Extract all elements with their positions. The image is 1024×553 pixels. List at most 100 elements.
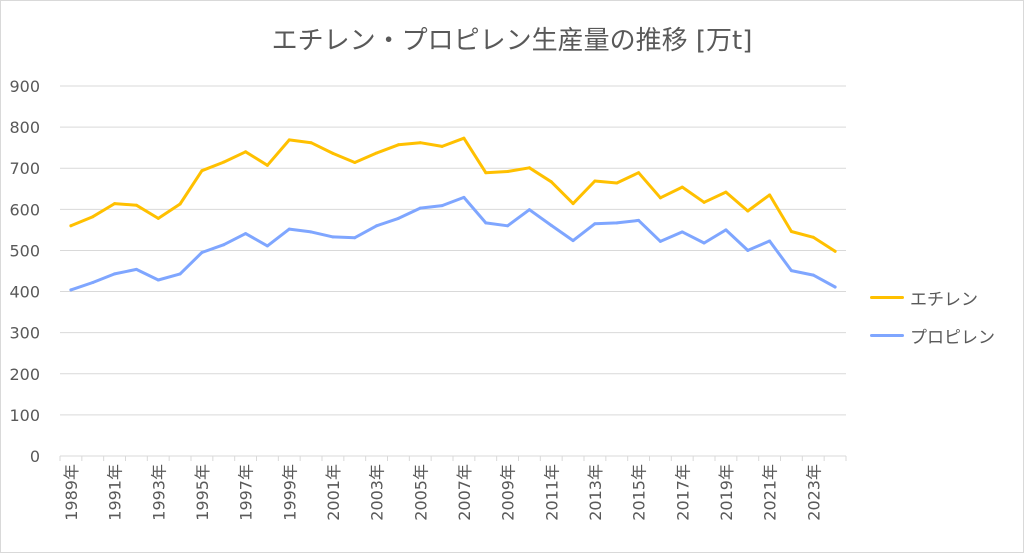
y-tick-label: 500 <box>9 241 40 260</box>
data-point <box>462 195 466 199</box>
data-point <box>375 151 379 155</box>
data-point <box>156 278 160 282</box>
data-point <box>484 171 488 175</box>
data-point <box>244 150 248 154</box>
data-point <box>724 228 728 232</box>
data-point <box>593 179 597 183</box>
data-point <box>396 216 400 220</box>
data-point <box>658 196 662 200</box>
data-point <box>396 143 400 147</box>
y-tick-label: 900 <box>9 77 40 96</box>
data-point <box>658 239 662 243</box>
data-point <box>287 227 291 231</box>
data-point <box>702 200 706 204</box>
x-tick-label: 2023年 <box>804 464 823 521</box>
x-tick-label: 1991年 <box>106 464 125 521</box>
data-point <box>156 216 160 220</box>
y-tick-label: 100 <box>9 406 40 425</box>
data-point <box>702 241 706 245</box>
data-point <box>418 206 422 210</box>
x-tick-label: 1999年 <box>280 464 299 521</box>
data-point <box>833 249 837 253</box>
data-point <box>549 223 553 227</box>
data-point <box>134 203 138 207</box>
data-point <box>462 136 466 140</box>
x-tick-label: 2009年 <box>499 464 518 521</box>
x-tick-label: 2001年 <box>324 464 343 521</box>
data-point <box>615 221 619 225</box>
x-tick-label: 1997年 <box>237 464 256 521</box>
x-tick-label: 2005年 <box>411 464 430 521</box>
data-point <box>222 243 226 247</box>
data-point <box>549 180 553 184</box>
data-point <box>768 193 772 197</box>
y-tick-label: 200 <box>9 365 40 384</box>
data-point <box>134 267 138 271</box>
data-point <box>527 208 531 212</box>
data-point <box>724 190 728 194</box>
data-point <box>309 230 313 234</box>
data-point <box>265 244 269 248</box>
data-point <box>506 170 510 174</box>
data-point <box>178 202 182 206</box>
x-tick-label: 2017年 <box>673 464 692 521</box>
data-point <box>571 202 575 206</box>
legend-item-ethylene: エチレン <box>870 278 995 316</box>
data-point <box>768 239 772 243</box>
data-point <box>375 224 379 228</box>
data-point <box>484 221 488 225</box>
y-tick-label: 700 <box>9 159 40 178</box>
data-point <box>440 144 444 148</box>
x-tick-label: 2013年 <box>586 464 605 521</box>
data-point <box>353 236 357 240</box>
legend-label-propylene: プロピレン <box>910 327 995 348</box>
x-tick-label: 1989年 <box>62 464 81 521</box>
data-point <box>222 160 226 164</box>
data-point <box>91 281 95 285</box>
y-tick-label: 600 <box>9 200 40 219</box>
data-point <box>571 239 575 243</box>
y-tick-label: 800 <box>9 118 40 137</box>
data-point <box>680 185 684 189</box>
x-tick-label: 2015年 <box>630 464 649 521</box>
legend: エチレン プロピレン <box>870 278 995 354</box>
data-point <box>200 251 204 254</box>
data-point <box>353 160 357 164</box>
x-tick-label: 1995年 <box>193 464 212 521</box>
data-point <box>593 222 597 226</box>
data-point <box>331 235 335 239</box>
series-line-ethylene <box>69 136 837 253</box>
legend-label-ethylene: エチレン <box>910 289 978 310</box>
data-point <box>746 248 750 252</box>
data-point <box>69 224 73 228</box>
y-tick-label: 400 <box>9 283 40 302</box>
legend-swatch-ethylene <box>870 295 904 299</box>
data-point <box>527 166 531 170</box>
legend-item-propylene: プロピレン <box>870 316 995 354</box>
y-tick-label: 0 <box>30 447 40 466</box>
data-point <box>113 272 117 276</box>
data-point <box>244 232 248 236</box>
data-point <box>506 224 510 228</box>
data-point <box>69 288 73 292</box>
data-point <box>418 141 422 145</box>
y-tick-label: 300 <box>9 324 40 343</box>
data-point <box>91 215 95 219</box>
data-point <box>265 163 269 167</box>
data-point <box>833 285 837 289</box>
legend-swatch-propylene <box>870 333 904 337</box>
data-point <box>309 141 313 145</box>
x-tick-label: 2019年 <box>717 464 736 521</box>
series-line-propylene <box>69 195 837 292</box>
data-point <box>637 218 641 222</box>
x-tick-label: 2011年 <box>542 464 561 521</box>
data-point <box>331 151 335 155</box>
data-point <box>680 230 684 234</box>
data-point <box>113 202 117 206</box>
data-point <box>615 181 619 185</box>
data-point <box>811 273 815 277</box>
x-tick-label: 2021年 <box>761 464 780 521</box>
x-tick-label: 2003年 <box>368 464 387 521</box>
data-point <box>287 138 291 142</box>
